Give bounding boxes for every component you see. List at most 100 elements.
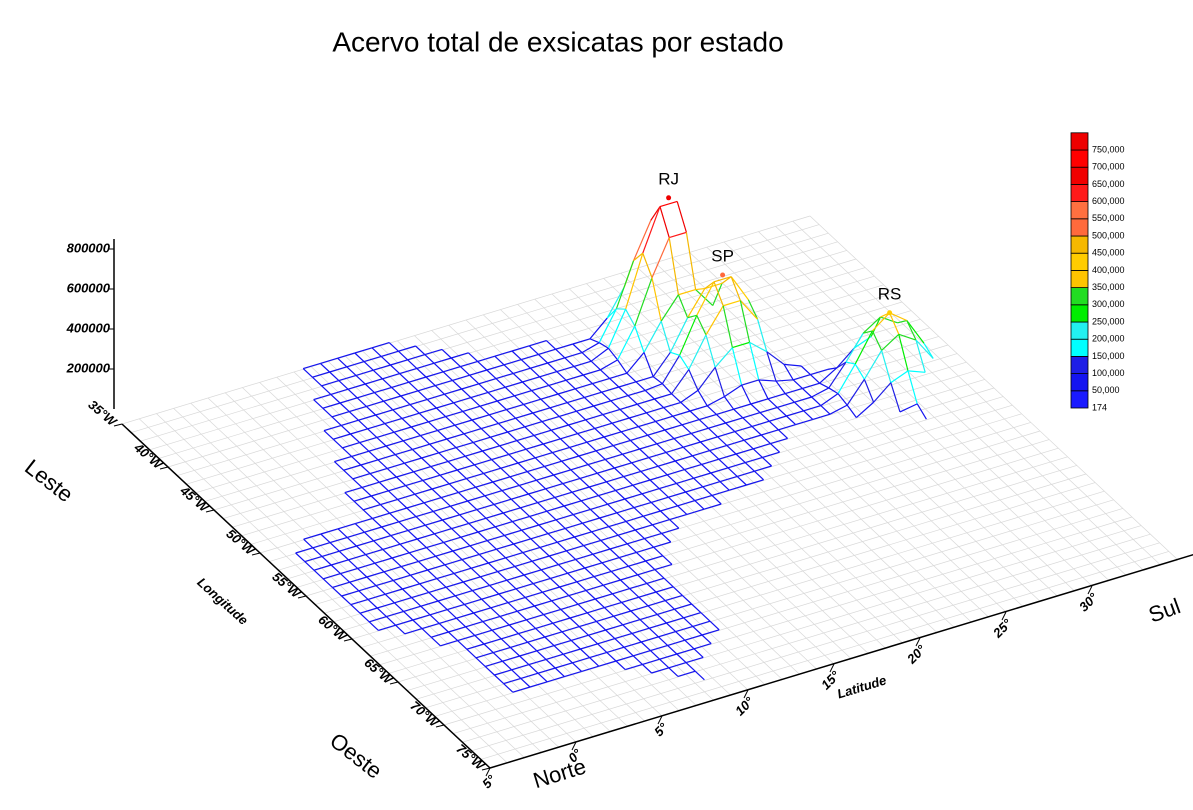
mesh-line bbox=[669, 668, 678, 677]
mesh-line bbox=[899, 334, 908, 371]
mesh-line bbox=[472, 420, 481, 429]
mesh-line bbox=[426, 377, 435, 386]
x-tick-label: 60°W bbox=[315, 612, 350, 645]
mesh-line bbox=[742, 380, 759, 385]
mesh-line bbox=[838, 364, 855, 394]
mesh-line bbox=[420, 584, 429, 593]
mesh-line bbox=[516, 418, 525, 427]
mesh-line bbox=[578, 434, 587, 443]
mesh-line bbox=[510, 477, 519, 486]
mesh-line bbox=[464, 604, 473, 613]
mesh-line bbox=[564, 506, 573, 515]
x-tick-label: 65°W bbox=[361, 655, 396, 688]
mesh-line bbox=[565, 358, 574, 367]
mesh-line bbox=[371, 496, 380, 505]
mesh-line bbox=[355, 353, 364, 362]
mesh-line bbox=[624, 647, 633, 656]
mesh-line bbox=[654, 399, 663, 408]
mesh-line bbox=[616, 661, 625, 670]
mesh-line bbox=[622, 454, 631, 463]
mesh-line bbox=[376, 415, 385, 424]
mesh-line bbox=[382, 379, 391, 388]
mesh-line bbox=[501, 468, 510, 477]
mesh-line bbox=[488, 563, 497, 572]
mesh-line bbox=[627, 373, 636, 382]
mesh-line bbox=[652, 238, 669, 278]
mesh-line bbox=[446, 587, 455, 596]
mesh-line bbox=[559, 416, 568, 425]
mesh-line bbox=[548, 534, 557, 543]
mesh-line bbox=[625, 499, 634, 508]
mesh-line bbox=[554, 646, 563, 655]
mesh-line bbox=[820, 383, 829, 388]
mesh-line bbox=[619, 558, 628, 567]
mesh-line bbox=[630, 440, 639, 449]
mesh-line bbox=[580, 649, 589, 658]
mesh-line bbox=[777, 407, 786, 416]
mesh-line bbox=[501, 639, 510, 648]
mesh-line bbox=[659, 489, 668, 498]
mesh-line bbox=[674, 609, 683, 618]
mesh-line bbox=[667, 475, 676, 484]
y-tick-label: 25° bbox=[989, 615, 1015, 641]
mesh-line bbox=[546, 659, 555, 668]
mesh-line bbox=[519, 485, 528, 494]
mesh-line bbox=[338, 358, 347, 367]
mesh-line bbox=[585, 568, 594, 577]
colorbar-box bbox=[1071, 339, 1088, 356]
mesh-line bbox=[598, 644, 607, 653]
z-tick-label: 400000 bbox=[66, 320, 111, 335]
mesh-line bbox=[569, 596, 578, 605]
mesh-line bbox=[456, 448, 465, 457]
mesh-line bbox=[376, 586, 385, 595]
mesh-line bbox=[701, 613, 710, 622]
mesh-line bbox=[550, 408, 559, 417]
mesh-line bbox=[313, 548, 322, 557]
mesh-line bbox=[540, 547, 549, 556]
mesh-line bbox=[573, 515, 582, 524]
chart-title: Acervo total de exsicatas por estado bbox=[332, 26, 783, 57]
mesh-line bbox=[600, 370, 609, 379]
mesh-line bbox=[442, 349, 451, 358]
mesh-line bbox=[768, 399, 777, 408]
mesh-line bbox=[504, 684, 513, 693]
mesh-line bbox=[534, 435, 543, 444]
mesh-line bbox=[702, 464, 711, 473]
mesh-line bbox=[555, 668, 564, 677]
mesh-line bbox=[736, 454, 745, 463]
mesh-line bbox=[549, 556, 558, 565]
mesh-line bbox=[410, 575, 419, 584]
mesh-line bbox=[332, 417, 341, 426]
mesh-line bbox=[745, 463, 754, 472]
mesh-line bbox=[689, 370, 698, 391]
mesh-line bbox=[638, 427, 647, 436]
mesh-line bbox=[615, 639, 624, 648]
mesh-line bbox=[648, 435, 657, 444]
mesh-line bbox=[586, 590, 595, 599]
mesh-line bbox=[449, 484, 458, 493]
x-tick bbox=[436, 725, 444, 727]
mesh-line bbox=[334, 462, 343, 471]
mesh-line bbox=[618, 326, 635, 360]
mesh-line bbox=[445, 565, 454, 574]
mesh-line bbox=[462, 389, 471, 398]
mesh-line bbox=[358, 420, 367, 429]
mesh-line bbox=[754, 471, 763, 480]
mesh-line bbox=[580, 478, 589, 487]
mesh-line bbox=[458, 641, 467, 650]
mesh-line bbox=[558, 565, 567, 574]
mesh-line bbox=[644, 539, 653, 548]
mesh-line bbox=[352, 456, 361, 465]
mesh-line bbox=[407, 508, 416, 517]
mesh-line bbox=[436, 408, 445, 417]
mesh-line bbox=[753, 449, 762, 458]
mesh-line bbox=[496, 379, 505, 388]
mesh-line bbox=[504, 535, 513, 544]
mesh-line bbox=[340, 403, 349, 412]
peak-marker bbox=[666, 195, 671, 200]
colorbar-box bbox=[1071, 219, 1088, 236]
mesh-line bbox=[677, 654, 686, 663]
mesh-line bbox=[577, 582, 586, 591]
mesh-line bbox=[333, 439, 342, 448]
